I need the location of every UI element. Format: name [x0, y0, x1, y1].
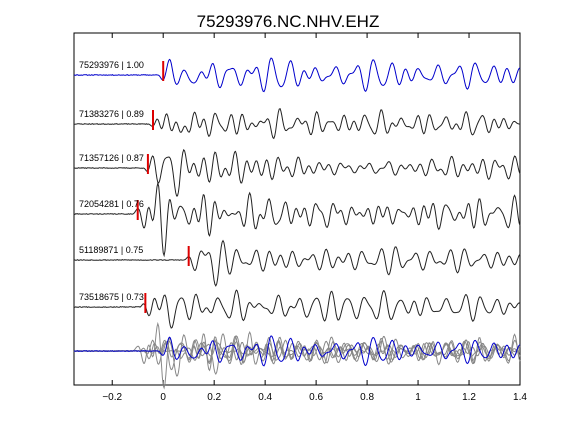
x-tick-label: 0.4 — [258, 392, 272, 403]
plot-frame — [73, 32, 521, 386]
x-tick-label: 0.6 — [309, 392, 323, 403]
x-tick-label: 1.4 — [513, 392, 527, 403]
x-tick-label: 1 — [415, 392, 421, 403]
x-axis: −0.2 0 0.2 0.4 0.6 0.8 1 1.2 1.4 — [102, 33, 527, 403]
trace-label: 71357126 | 0.87 — [79, 153, 144, 163]
trace-waveform — [73, 57, 521, 93]
chart-title: 75293976.NC.NHV.EHZ — [197, 12, 380, 31]
trace-waveform — [73, 108, 521, 140]
trace-label: 75293976 | 1.00 — [79, 60, 144, 70]
stack-waveform — [74, 334, 521, 377]
trace-waveform — [73, 289, 521, 329]
trace-label: 73518675 | 0.73 — [79, 292, 144, 302]
trace-group: 75293976 | 1.00 71383276 | 0.89 71357126 |… — [73, 57, 521, 329]
trace-label: 72054281 | 0.76 — [79, 199, 144, 209]
stack-waveform — [73, 335, 521, 367]
stack-group — [73, 321, 521, 390]
trace-label: 71383276 | 0.89 — [79, 109, 144, 119]
trace-label: 51189871 | 0.75 — [79, 245, 143, 255]
stack-waveform — [73, 321, 521, 390]
x-tick-label: 0.8 — [360, 392, 374, 403]
x-tick-label: 1.2 — [462, 392, 476, 403]
x-tick-label: 0 — [160, 392, 166, 403]
trace-waveform — [73, 181, 521, 258]
x-tick-label: 0.2 — [207, 392, 221, 403]
trace-waveform — [73, 239, 521, 287]
x-tick-label: −0.2 — [102, 392, 122, 403]
